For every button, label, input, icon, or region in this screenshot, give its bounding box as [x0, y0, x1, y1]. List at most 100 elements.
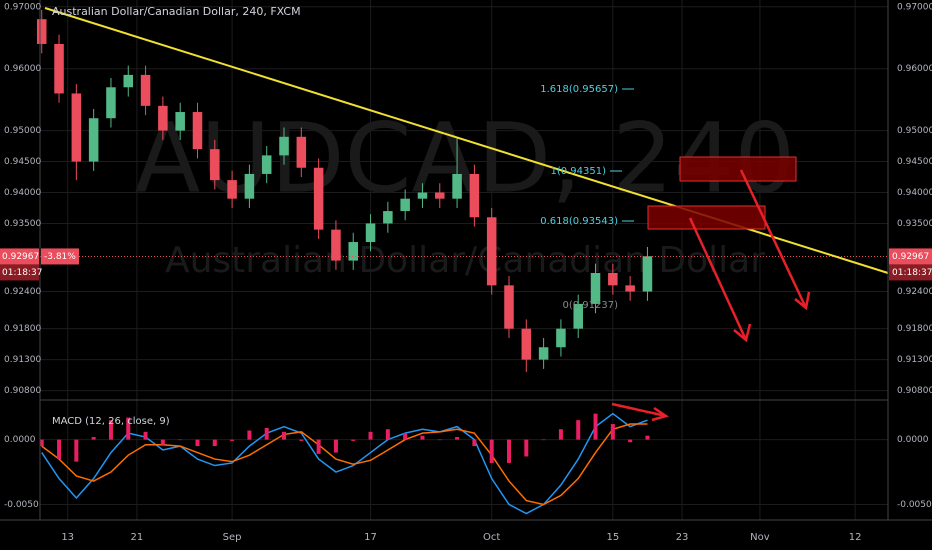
- candle-body: [192, 112, 203, 150]
- y-tick-label: 0.97000: [4, 2, 41, 12]
- histogram-bar: [195, 439, 200, 447]
- histogram-bar: [212, 439, 217, 447]
- candle-body: [435, 192, 445, 199]
- x-tick-label: 15: [606, 532, 619, 543]
- candle-body: [521, 328, 532, 360]
- histogram-bar: [403, 433, 408, 440]
- candle-body: [279, 136, 289, 156]
- resistance-zone: [647, 205, 766, 230]
- candle-body: [625, 285, 635, 292]
- candle-body: [642, 256, 653, 292]
- histogram-bar: [126, 417, 131, 440]
- candle-body: [88, 118, 99, 162]
- candle-body: [106, 87, 116, 119]
- candle-body: [504, 285, 514, 329]
- y-tick-label: 0.94000: [897, 188, 932, 198]
- candle-body: [296, 136, 307, 168]
- histogram-bar: [247, 430, 252, 440]
- candle-body: [140, 74, 151, 106]
- grid-layer: [40, 0, 888, 520]
- candle-body: [331, 229, 341, 261]
- arrow-head: [733, 323, 752, 343]
- candle-body: [210, 149, 220, 181]
- y-tick-label: 0.94000: [4, 188, 41, 198]
- y-tick-label: 0.0000: [4, 435, 36, 445]
- y-tick-label: 0.90800: [4, 386, 41, 396]
- last-price-label: 0.92967: [892, 252, 929, 262]
- watermark-sub: Australian Dollar/Canadian Dollar: [165, 240, 765, 281]
- x-tick-label: Nov: [750, 532, 770, 543]
- y-tick-label: -0.0050: [897, 500, 932, 510]
- y-tick-label: 0.95000: [897, 126, 932, 136]
- arrows: [611, 169, 811, 422]
- change-badge: [41, 248, 79, 265]
- candle-body: [158, 105, 168, 131]
- candle-body: [227, 180, 237, 199]
- histogram-bar: [57, 439, 62, 460]
- price-badge: [0, 248, 39, 265]
- candle-body: [556, 328, 566, 348]
- histogram-bar: [472, 439, 477, 447]
- histogram-bar: [91, 437, 96, 440]
- countdown-label: 01:18:37: [892, 268, 932, 278]
- price-badge: [889, 248, 932, 265]
- histogram-bar: [541, 439, 546, 441]
- histogram-bar: [230, 439, 235, 441]
- histogram-bar: [351, 439, 356, 441]
- macd-line: [41, 423, 648, 506]
- histogram-bar: [316, 439, 321, 454]
- marks: [36, 9, 888, 515]
- histogram-bar: [610, 424, 615, 440]
- candle-body: [123, 74, 134, 88]
- candle-body: [538, 347, 549, 360]
- y-tick-label: 0.96000: [4, 64, 41, 74]
- macd-label: MACD (12, 26, close, 9): [52, 416, 170, 427]
- histogram-bar: [489, 439, 494, 463]
- candle-body: [590, 272, 601, 304]
- arrow: [611, 402, 667, 418]
- fib-label: 1.618(0.95657): [540, 84, 618, 95]
- x-tick-label: 23: [676, 532, 689, 543]
- histogram-bar: [576, 420, 581, 440]
- candle-body: [54, 43, 64, 94]
- x-tick-label: 13: [61, 532, 74, 543]
- x-tick-label: 21: [131, 532, 144, 543]
- last-price-label: 0.92967: [2, 252, 39, 262]
- candle-body: [175, 112, 185, 131]
- histogram-bar: [437, 439, 442, 441]
- y-tick-label: 0.91800: [897, 324, 932, 334]
- arrow: [739, 169, 808, 309]
- candle-body: [400, 198, 410, 212]
- histogram-bar: [645, 435, 650, 440]
- candle-body: [383, 211, 393, 224]
- candle-body: [486, 217, 497, 286]
- countdown-badge: [0, 264, 39, 281]
- histogram-bar: [264, 427, 269, 440]
- candle-body: [365, 223, 376, 243]
- candle-body: [417, 192, 428, 199]
- histogram-bar: [143, 431, 148, 440]
- y-tick-label: 0.93500: [897, 219, 932, 229]
- candle-body: [244, 173, 255, 199]
- y-tick-label: 0.91800: [4, 324, 41, 334]
- y-tick-label: 0.93500: [4, 219, 41, 229]
- y-tick-label: 0.96000: [897, 64, 932, 74]
- candle-body: [348, 242, 358, 261]
- histogram-bar: [299, 439, 304, 441]
- histogram-bar: [455, 437, 460, 440]
- candle-body: [313, 167, 324, 230]
- fib-label: 0.618(0.93543): [540, 216, 618, 227]
- histogram-bar: [178, 439, 183, 441]
- candle-body: [469, 173, 480, 218]
- y-tick-label: 0.97000: [897, 2, 932, 12]
- arrow-head: [794, 291, 811, 311]
- histogram-bar: [385, 429, 390, 440]
- change-label: -3.81%: [44, 252, 76, 262]
- histogram-bar: [628, 439, 633, 443]
- candle-body: [36, 19, 47, 44]
- y-tick-label: 0.0000: [897, 435, 929, 445]
- macd-line: [41, 412, 648, 515]
